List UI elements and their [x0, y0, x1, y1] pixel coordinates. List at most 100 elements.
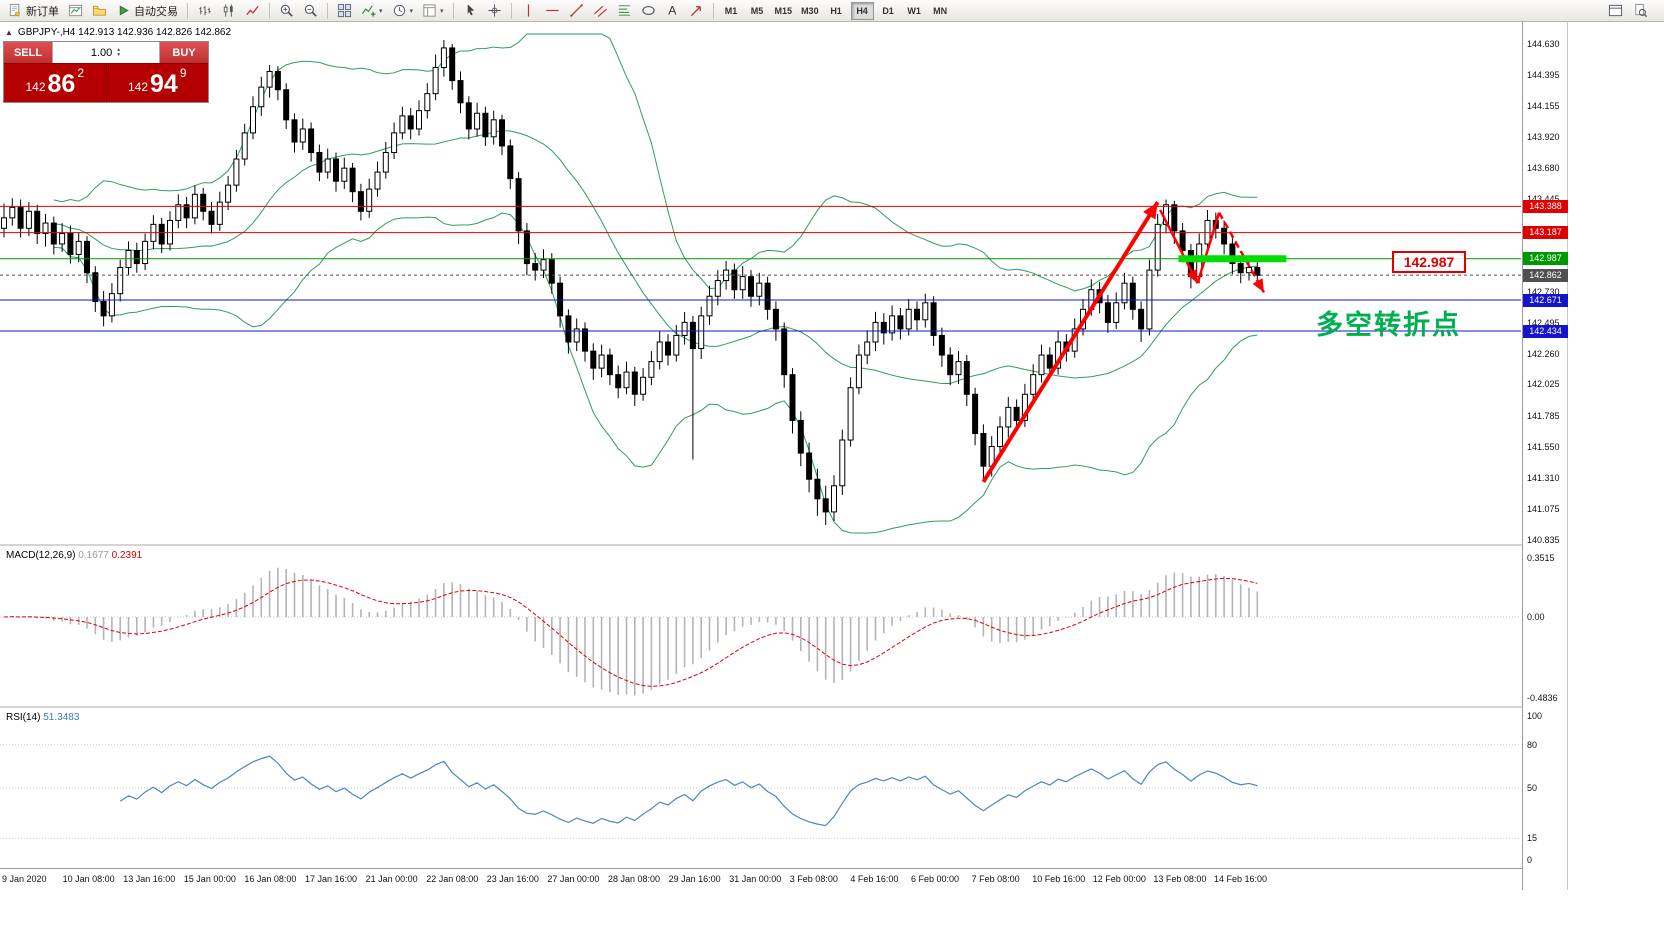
time-label: 12 Feb 00:00	[1092, 874, 1146, 884]
time-axis[interactable]: 9 Jan 2020 10 Jan 08:00 13 Jan 16:00 15 Jan…	[0, 868, 1522, 890]
profiles-button[interactable]	[88, 1, 111, 21]
periods-button[interactable]: ▾	[388, 1, 418, 21]
bars-icon	[197, 3, 212, 18]
toolbar-separator	[187, 2, 188, 19]
time-label: 21 Jan 00:00	[365, 874, 418, 884]
svg-text:A: A	[668, 4, 677, 18]
time-label: 16 Jan 08:00	[244, 874, 297, 884]
time-label: 13 Feb 08:00	[1153, 874, 1207, 884]
rsi-value: 51.3483	[43, 712, 80, 723]
dropdown-caret-icon: ▾	[440, 7, 444, 15]
trendline-button[interactable]	[565, 1, 588, 21]
price-tick: 141.310	[1527, 472, 1560, 483]
rsi-scale-label: 0	[1527, 855, 1533, 865]
indicators-button[interactable]: ▾	[357, 1, 387, 21]
templates-button[interactable]: ▾	[418, 1, 448, 21]
buy-button[interactable]: BUY	[160, 42, 208, 63]
time-label: 10 Jan 08:00	[62, 874, 115, 884]
crosshair-button[interactable]	[483, 1, 506, 21]
price-tick: 142.730	[1527, 287, 1560, 298]
price-scale: 144.630 144.395 144.155 143.920 143.680 143.4…	[1522, 22, 1568, 890]
timeframe-h1[interactable]: H1	[830, 5, 842, 16]
macd-scale-label: 0.00	[1527, 612, 1545, 622]
ohlc-readout: GBPJPY-,H4 142.913 142.936 142.826 142.8…	[17, 27, 232, 38]
crosshair-icon	[487, 3, 502, 18]
time-label: 3 Feb 08:00	[789, 874, 838, 884]
shapes-button[interactable]	[637, 1, 660, 21]
timeframe-m30[interactable]: M30	[801, 5, 819, 16]
chart-area: 144.630 144.395 144.155 143.920 143.680 143.4…	[0, 22, 1664, 948]
trend-arrows[interactable]	[981, 201, 1287, 483]
price-tick: 144.630	[1527, 39, 1560, 49]
timeframe-m15[interactable]: M15	[774, 5, 793, 16]
hline-icon	[545, 3, 560, 18]
timeframe-w1[interactable]: W1	[907, 5, 921, 16]
zoom-out-button[interactable]	[299, 1, 322, 21]
channel-button[interactable]	[589, 1, 612, 21]
turning-point-annotation[interactable]: 多空转折点	[1316, 310, 1461, 340]
new-order-button-label: 新订单	[26, 5, 59, 18]
time-label: 31 Jan 00:00	[729, 874, 782, 884]
time-label: 4 Feb 16:00	[850, 874, 899, 884]
tile-windows-button[interactable]	[333, 1, 356, 21]
price-tick: 142.260	[1527, 348, 1560, 359]
bollinger-bands	[53, 33, 1258, 534]
fullscreen-button[interactable]	[1604, 1, 1627, 21]
time-label: 28 Jan 08:00	[608, 874, 661, 884]
timeframe-h4[interactable]: H4	[850, 1, 874, 20]
buy-price[interactable]: 142 94 9	[105, 64, 208, 102]
trade-panel-toggle-icon[interactable]: ▲	[5, 28, 13, 37]
vertical-line-button[interactable]	[517, 1, 540, 21]
timeframe-d1[interactable]: D1	[882, 5, 894, 16]
macd-signal-value: 0.2391	[111, 550, 143, 561]
doc-search-button[interactable]	[1629, 1, 1652, 21]
fibonacci-button[interactable]	[613, 1, 636, 21]
macd-panel	[0, 567, 1521, 696]
new-order-icon	[8, 3, 23, 18]
volume-down-icon[interactable]: ▼	[116, 51, 122, 58]
dropdown-caret-icon: ▾	[379, 7, 383, 15]
toolbar-separator	[510, 2, 512, 19]
volume-spinner[interactable]: ▲ ▼	[116, 46, 122, 58]
zoom-in-button[interactable]	[275, 1, 298, 21]
timeframe-mn[interactable]: MN	[933, 5, 948, 16]
macd-title-text: MACD(12,26,9)	[6, 550, 76, 561]
arrows-button[interactable]	[685, 1, 708, 21]
auto-trading-button[interactable]: 自动交易	[112, 1, 182, 21]
channel-icon	[593, 3, 608, 18]
candles-icon	[221, 3, 236, 18]
line-chart-button[interactable]	[241, 1, 264, 21]
price-chart-canvas[interactable]	[0, 22, 1522, 868]
rsi-title-text: RSI(14)	[6, 712, 41, 723]
sell-price[interactable]: 142 86 2	[4, 64, 106, 102]
text-button[interactable]: A	[661, 1, 684, 21]
sell-price-big: 86	[47, 70, 76, 98]
candlestick-button[interactable]	[217, 1, 240, 21]
sell-button[interactable]: SELL	[4, 42, 52, 63]
line-chart-icon	[245, 3, 260, 18]
new-order-button[interactable]: 新订单	[4, 1, 63, 21]
rsi-scale-label: 15	[1527, 833, 1538, 844]
rsi-scale-label: 50	[1527, 783, 1538, 793]
timeframe-m1[interactable]: M1	[724, 5, 738, 16]
volume-up-icon[interactable]: ▲	[116, 46, 122, 53]
volume-control[interactable]: 1.00 ▲ ▼	[52, 42, 160, 63]
chart-window-button[interactable]	[64, 1, 87, 21]
bar-chart-button[interactable]	[193, 1, 216, 21]
horizontal-line-button[interactable]	[541, 1, 564, 21]
time-label: 17 Jan 16:00	[305, 874, 358, 884]
price-tick: 144.155	[1527, 101, 1560, 112]
timeframe-m5[interactable]: M5	[750, 5, 764, 16]
fibonacci-icon	[617, 3, 632, 18]
time-label: 15 Jan 00:00	[183, 874, 236, 884]
price-level-annotation[interactable]: 142.987	[1392, 251, 1466, 273]
toolbar-right-group	[1604, 1, 1660, 21]
time-label: 22 Jan 08:00	[426, 874, 479, 884]
macd-scale-label: 0.3515	[1527, 553, 1555, 564]
cursor-icon	[463, 3, 478, 18]
cursor-button[interactable]	[459, 1, 482, 21]
toolbar-separator	[452, 2, 454, 19]
fullscreen-icon	[1608, 3, 1623, 18]
price-tick: 141.785	[1527, 410, 1560, 421]
